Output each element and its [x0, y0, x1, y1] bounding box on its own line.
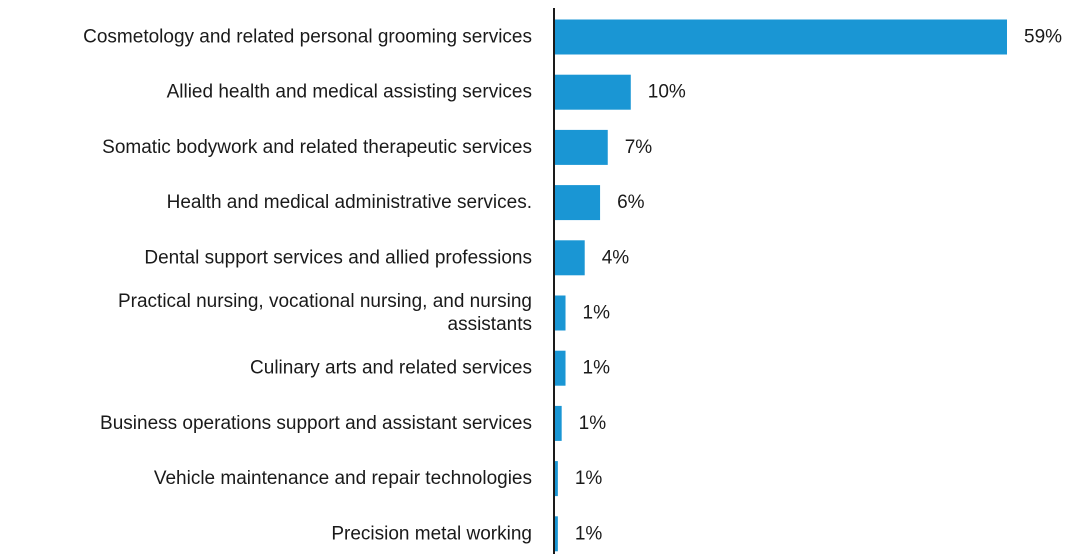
data-label: 1% [575, 468, 603, 489]
bar [554, 405, 562, 441]
data-label: 1% [575, 523, 603, 544]
bar [554, 129, 608, 165]
data-label: 10% [648, 82, 686, 103]
bar [554, 19, 1007, 55]
data-label: 6% [617, 192, 645, 213]
data-label: 1% [583, 358, 611, 379]
bar [554, 74, 631, 110]
data-label: 1% [579, 413, 607, 434]
category-label: Allied health and medical assisting serv… [167, 82, 532, 103]
category-label: Precision metal working [331, 523, 532, 544]
category-label: Vehicle maintenance and repair technolog… [154, 468, 532, 489]
category-label: Health and medical administrative servic… [167, 192, 532, 213]
data-label: 4% [602, 247, 630, 268]
bar [554, 240, 585, 276]
data-label: 7% [625, 137, 653, 158]
bar [554, 295, 566, 331]
category-label: Culinary arts and related services [250, 358, 532, 379]
data-label: 59% [1024, 27, 1062, 48]
bar [554, 461, 558, 497]
bar [554, 350, 566, 386]
category-label: Dental support services and allied profe… [144, 247, 532, 268]
bar [554, 516, 558, 552]
category-label: Business operations support and assistan… [100, 413, 532, 434]
bar [554, 185, 601, 221]
data-label: 1% [583, 303, 611, 324]
category-label: Cosmetology and related personal groomin… [83, 27, 532, 48]
category-label: Somatic bodywork and related therapeutic… [102, 137, 532, 158]
category-label: Practical nursing, vocational nursing, a… [118, 291, 532, 335]
